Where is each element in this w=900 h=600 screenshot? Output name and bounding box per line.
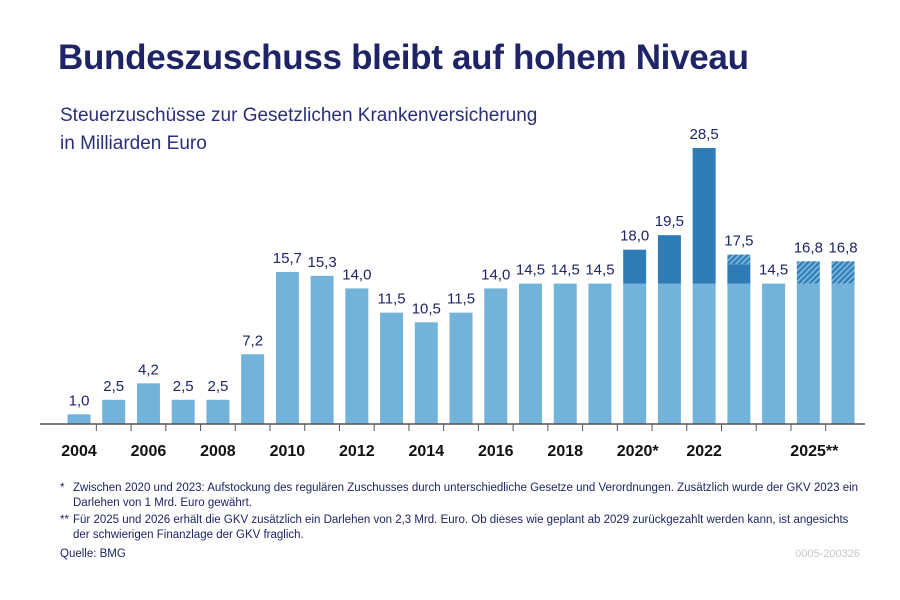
bar-increase-2023: [727, 264, 751, 284]
data-label-2016: 14,0: [481, 266, 510, 283]
bar-regular-2009: [241, 354, 265, 424]
x-tick-label-2018: 2018: [547, 443, 583, 460]
x-tick-label-2008: 2008: [200, 443, 236, 460]
footnote-text: Für 2025 und 2026 erhält die GKV zusätzl…: [73, 514, 849, 541]
bar-regular-2021: [657, 283, 681, 424]
data-label-2007: 2,5: [173, 378, 194, 395]
footnote-1: * Zwischen 2020 und 2023: Aufstockung de…: [60, 481, 860, 511]
bar-regular-2006: [136, 383, 160, 424]
chart-title: Bundeszuschuss bleibt auf hohem Niveau: [58, 38, 749, 77]
x-tick-label-2010: 2010: [270, 443, 306, 460]
data-label-2013: 11,5: [378, 291, 406, 308]
data-label-2005: 2,5: [103, 378, 124, 395]
bar-regular-2019: [588, 283, 612, 424]
subtitle-line-2: in Milliarden Euro: [60, 133, 207, 154]
bar-loan-2026: [831, 261, 855, 284]
data-label-2019: 14,5: [585, 262, 614, 279]
data-label-2009: 7,2: [242, 332, 263, 349]
bar-regular-2012: [345, 288, 369, 424]
bar-regular-2024: [762, 283, 786, 424]
data-label-2025: 16,8: [794, 239, 823, 256]
bar-regular-2015: [449, 312, 473, 424]
graphic-id: 0005-200326: [795, 548, 860, 560]
data-label-2010: 15,7: [273, 250, 302, 267]
bar-regular-2026: [831, 283, 855, 424]
chart-subtitle: Steuerzuschüsse zur Gesetzlichen Kranken…: [60, 102, 537, 158]
x-tick-label-2020: 2020*: [617, 443, 660, 460]
data-label-2006: 4,2: [138, 361, 159, 378]
data-label-2022: 28,5: [690, 126, 719, 143]
bar-regular-2010: [275, 271, 299, 424]
x-tick-label-2006: 2006: [131, 443, 167, 460]
x-tick-label-2004: 2004: [61, 443, 97, 460]
bar-regular-2016: [484, 288, 508, 424]
bar-increase-2020: [623, 249, 647, 284]
data-label-2004: 1,0: [69, 392, 90, 409]
bar-regular-2018: [553, 283, 577, 424]
bar-regular-2014: [414, 322, 438, 424]
bar-regular-2023: [727, 283, 751, 424]
bar-regular-2005: [102, 399, 126, 424]
bar-loan-2023: [727, 254, 751, 265]
footnote-mark: *: [60, 482, 65, 494]
data-label-2024: 14,5: [759, 262, 788, 279]
x-tick-label-2012: 2012: [339, 443, 375, 460]
x-tick-label-2016: 2016: [478, 443, 514, 460]
bar-increase-2022: [692, 148, 716, 284]
x-tick-label-2022: 2022: [686, 443, 722, 460]
footnote-mark: **: [60, 514, 69, 526]
bar-increase-2021: [657, 235, 681, 284]
footnote-text: Zwischen 2020 und 2023: Aufstockung des …: [73, 482, 859, 509]
bar-regular-2004: [67, 414, 91, 424]
subtitle-line-1: Steuerzuschüsse zur Gesetzlichen Kranken…: [60, 105, 538, 126]
data-label-2012: 14,0: [342, 266, 371, 283]
data-label-2014: 10,5: [412, 300, 441, 317]
data-label-2026: 16,8: [828, 239, 857, 256]
bar-regular-2007: [171, 399, 195, 424]
data-label-2018: 14,5: [551, 262, 580, 279]
source: Quelle: BMG: [60, 548, 126, 560]
bar-regular-2025: [796, 283, 820, 424]
data-label-2020: 18,0: [620, 228, 649, 245]
bar-loan-2025: [796, 261, 820, 284]
bar-regular-2013: [380, 312, 404, 424]
bar-regular-2022: [692, 283, 716, 424]
bar-regular-2011: [310, 275, 334, 424]
data-label-2017: 14,5: [516, 262, 545, 279]
x-tick-label-2025: 2025**: [790, 443, 839, 460]
data-label-2015: 11,5: [447, 291, 475, 308]
data-label-2011: 15,3: [308, 254, 337, 271]
footnote-2: ** Für 2025 und 2026 erhält die GKV zusä…: [60, 513, 860, 543]
x-tick-label-2014: 2014: [409, 443, 445, 460]
data-label-2008: 2,5: [207, 378, 228, 395]
bar-regular-2017: [518, 283, 542, 424]
bar-regular-2020: [623, 283, 647, 424]
bar-regular-2008: [206, 399, 230, 424]
data-label-2023: 17,5: [724, 233, 753, 250]
data-label-2021: 19,5: [655, 213, 684, 230]
